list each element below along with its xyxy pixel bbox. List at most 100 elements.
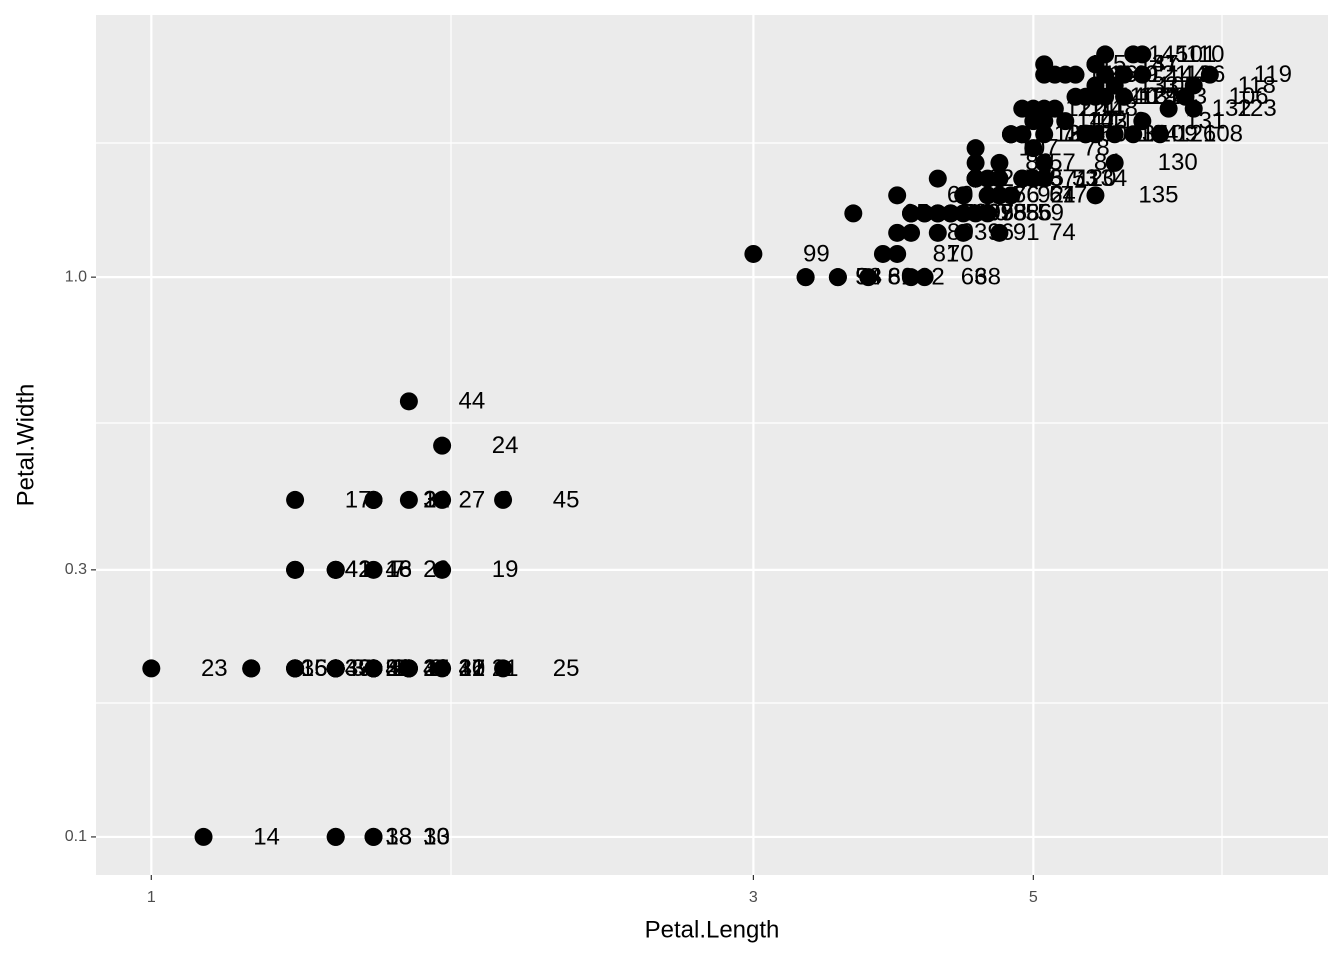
y-tick-label: 0.1 [65, 828, 87, 845]
point-label: 144 [1167, 61, 1207, 88]
point [954, 204, 973, 223]
point-label: 91 [1013, 219, 1040, 246]
point-label: 11 [424, 655, 449, 682]
point [364, 560, 383, 579]
point-label: 21 [492, 655, 519, 682]
point-label: 123 [1237, 95, 1277, 122]
point-label: 85 [1025, 165, 1052, 192]
point-label: 54 [961, 200, 988, 227]
point [1105, 125, 1124, 144]
point-label: 78 [1083, 135, 1110, 162]
point-label: 24 [492, 432, 519, 459]
point [1105, 153, 1124, 172]
point-label: 116 [1109, 61, 1147, 88]
point-label: 89 [974, 200, 1001, 227]
point-label: 26 [459, 655, 486, 682]
point [902, 268, 921, 287]
point-label: 146 [1098, 61, 1138, 88]
point [1066, 87, 1085, 106]
point [1124, 125, 1143, 144]
point [928, 169, 947, 188]
point-label: 143 [1087, 107, 1127, 134]
point [242, 659, 261, 678]
point-label: 2 [392, 655, 405, 682]
point-label: 64 [1049, 182, 1076, 209]
point-label: 59 [1037, 200, 1064, 227]
point-label: 71 [1061, 121, 1088, 148]
point-label: 50 [385, 655, 412, 682]
point-label: 22 [423, 486, 450, 513]
point [364, 490, 383, 509]
point-label: 94 [855, 264, 882, 291]
point [1066, 65, 1085, 84]
point-label: 139 [1054, 121, 1094, 148]
point [433, 659, 452, 678]
point-label: 67 [1025, 165, 1052, 192]
point-label: 135 [1138, 182, 1178, 209]
point-label: 35 [423, 655, 450, 682]
point-label: 38 [385, 823, 412, 850]
point [433, 560, 452, 579]
point-label: 73 [1072, 165, 1099, 192]
point-label: 130 [1158, 149, 1198, 176]
point [990, 153, 1009, 172]
point-label: 136 [1185, 61, 1225, 88]
x-tick-label: 5 [1029, 889, 1038, 906]
point-label: 118 [1238, 72, 1276, 99]
point-label: 15 [301, 655, 328, 682]
point-label: 3 [351, 655, 364, 682]
point-label: 106 [1228, 83, 1268, 110]
point [1086, 76, 1105, 95]
point-label: 86 [1025, 149, 1052, 176]
point-label: 75 [1000, 200, 1027, 227]
point-label: 110 [1186, 41, 1224, 68]
point-label: 125 [1148, 83, 1188, 110]
point [433, 436, 452, 455]
point-label: 37 [345, 655, 372, 682]
point-label: 90 [961, 200, 988, 227]
point-label: 150 [1087, 121, 1127, 148]
point [873, 244, 892, 263]
point [1133, 45, 1152, 64]
point-label: 66 [1013, 182, 1040, 209]
point [286, 659, 305, 678]
point [966, 139, 985, 158]
point-label: 129 [1138, 83, 1178, 110]
point [978, 186, 997, 205]
point-label: 45 [553, 486, 580, 513]
point-label: 103 [1167, 83, 1207, 110]
x-axis-title: Petal.Length [645, 916, 780, 943]
point-label: 138 [1129, 121, 1169, 148]
point-label: 69 [1025, 165, 1052, 192]
point-label: 101 [1176, 41, 1216, 68]
point [859, 268, 878, 287]
point [1184, 76, 1203, 95]
point-label: 81 [933, 240, 960, 267]
point [1133, 65, 1152, 84]
point-label: 30 [459, 655, 486, 682]
point [1056, 112, 1075, 131]
point-label: 29 [385, 655, 412, 682]
point-label: 41 [345, 556, 372, 583]
point [744, 244, 763, 263]
point [1001, 186, 1020, 205]
point [494, 659, 513, 678]
point-label: 107 [1019, 135, 1059, 162]
point [844, 204, 863, 223]
point-label: 48 [385, 655, 412, 682]
point-label: 42 [345, 556, 372, 583]
point [1096, 45, 1115, 64]
point-label: 68 [974, 264, 1001, 291]
point-label: 104 [1138, 121, 1178, 148]
point-label: 47 [459, 655, 486, 682]
point-label: 141 [1138, 51, 1178, 78]
point [364, 659, 383, 678]
point-label: 56 [1025, 200, 1052, 227]
point-label: 119 [1254, 61, 1292, 88]
point-label: 5 [392, 655, 405, 682]
point-label: 51 [1049, 182, 1076, 209]
point-label: 25 [553, 655, 580, 682]
point-label: 33 [423, 823, 450, 850]
point-label: 13 [385, 823, 412, 850]
point [990, 169, 1009, 188]
